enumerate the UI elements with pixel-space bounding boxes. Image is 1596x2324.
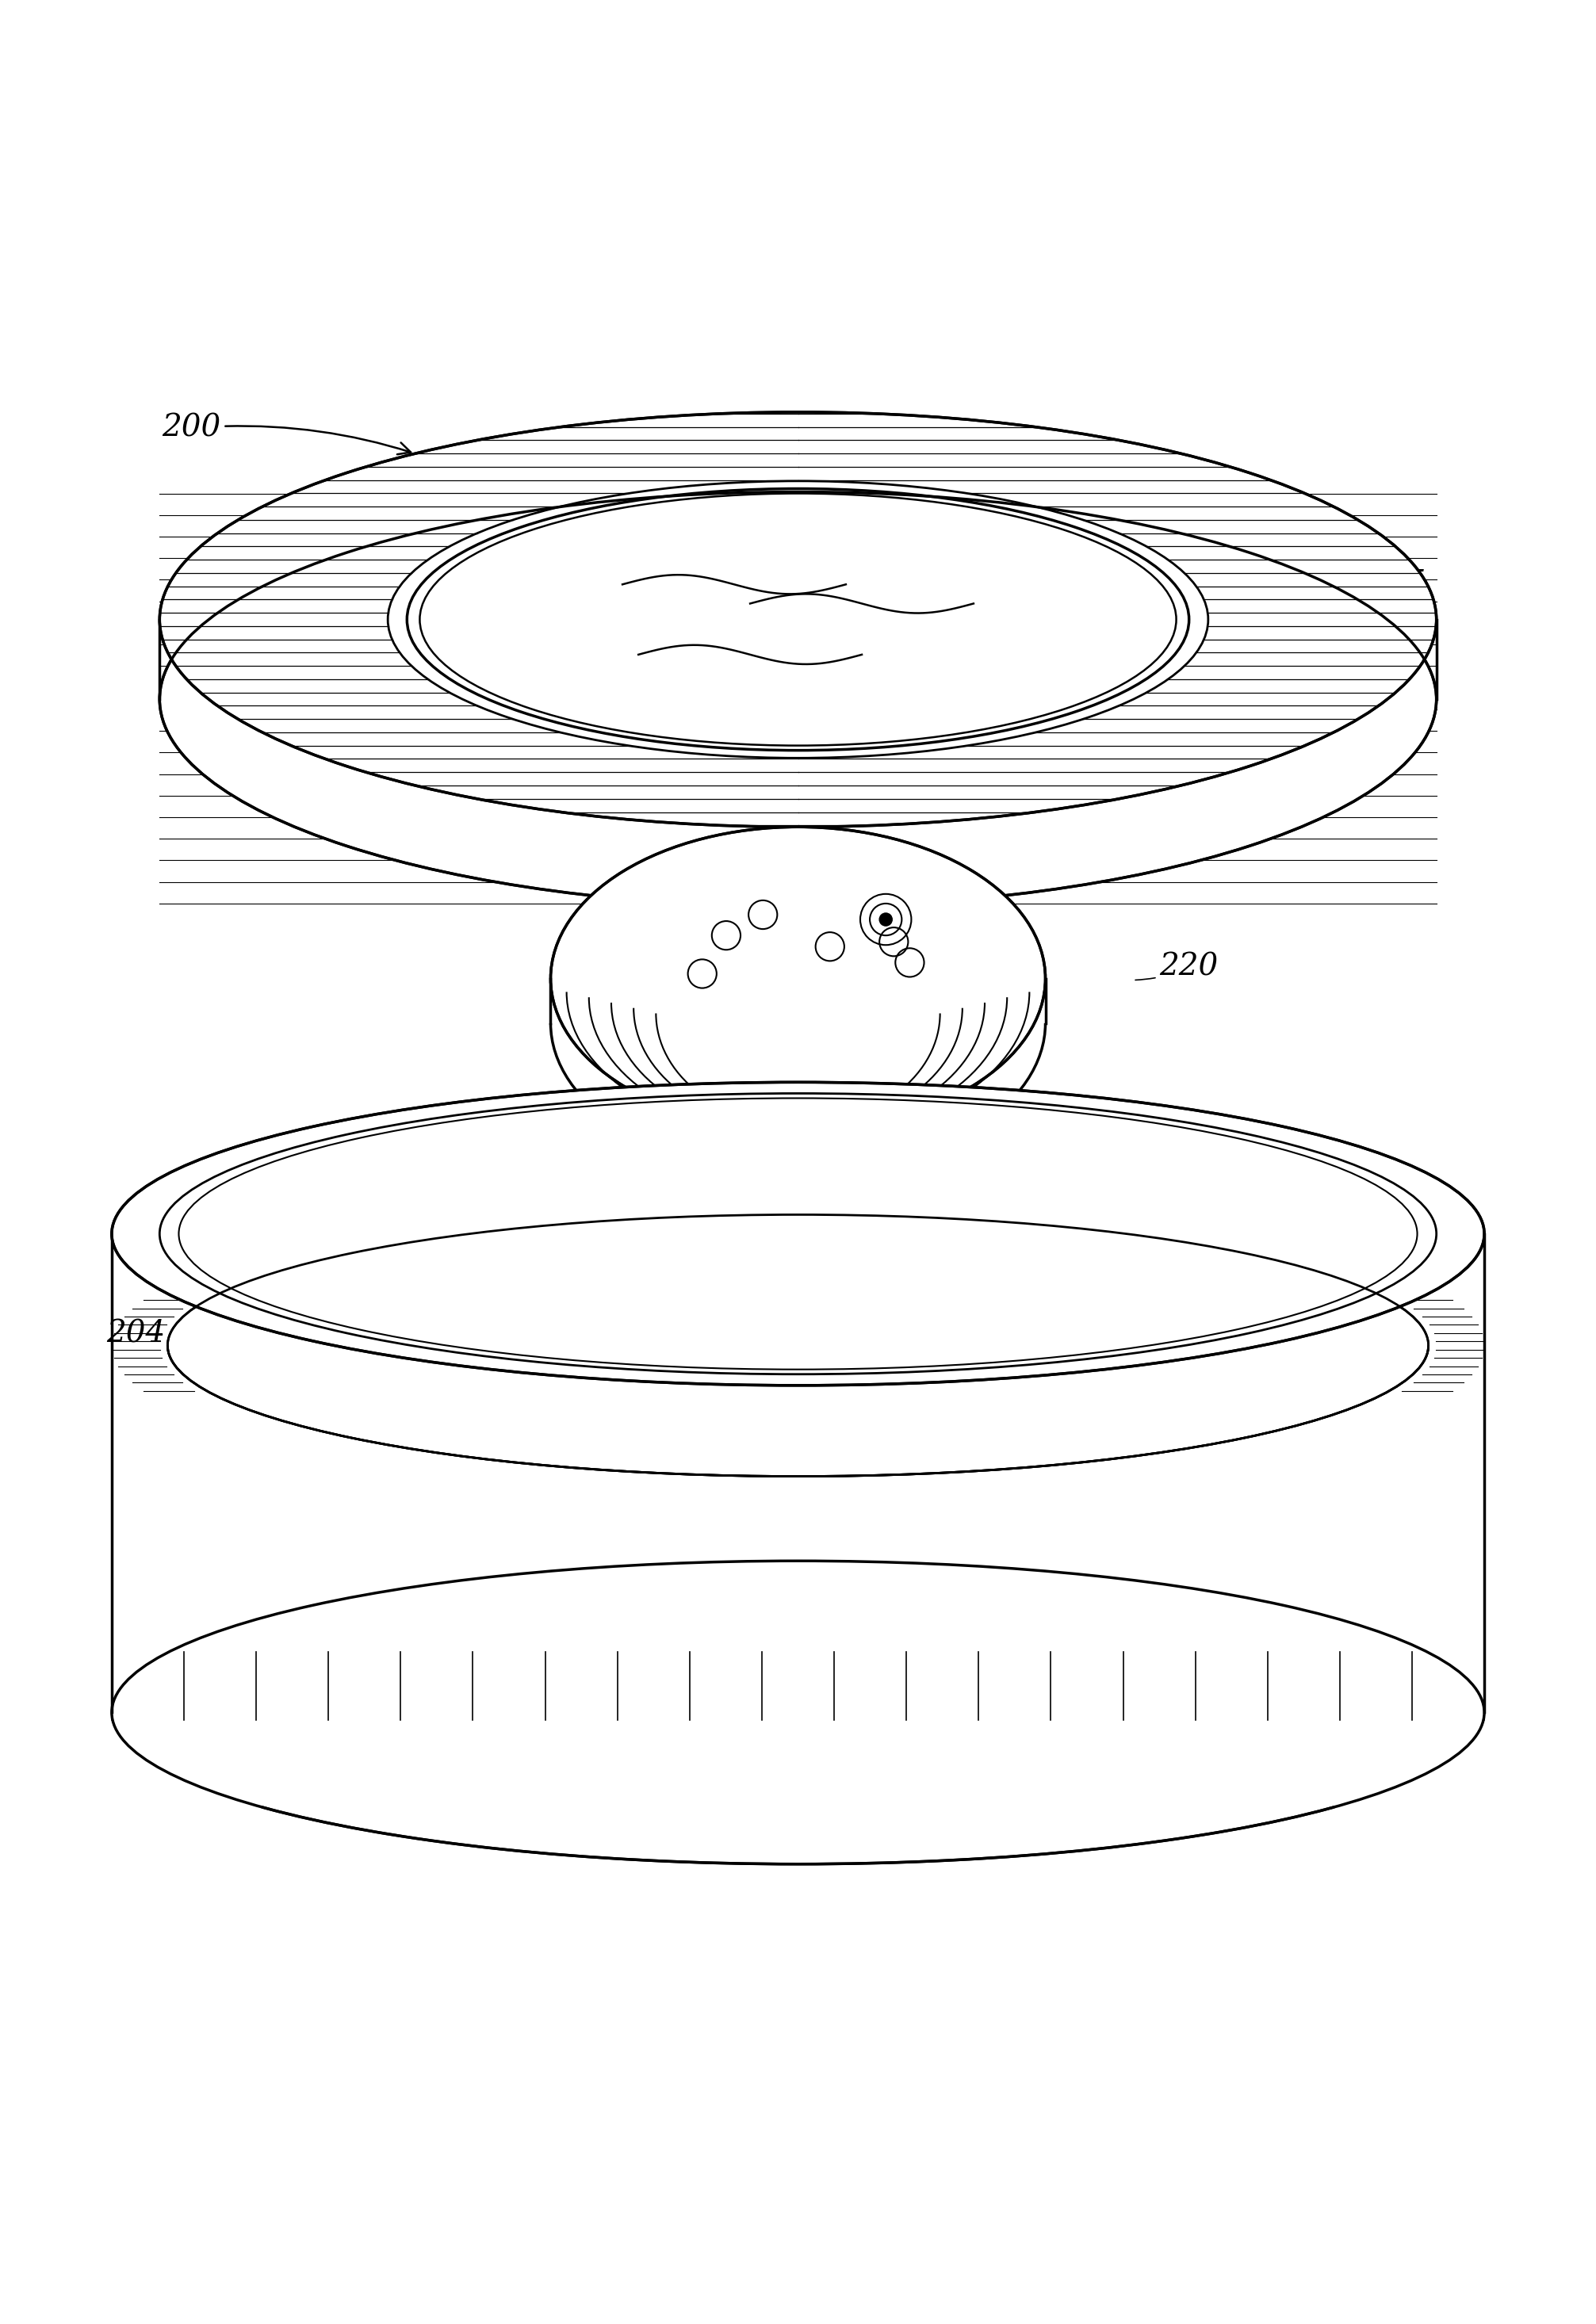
Text: 234: 234	[674, 874, 749, 904]
Text: 204: 204	[107, 1320, 174, 1353]
Text: 214: 214	[873, 581, 930, 611]
Text: 200: 200	[163, 414, 410, 456]
Text: 240: 240	[1318, 1199, 1377, 1234]
Text: 235: 235	[951, 960, 1026, 990]
Text: 244: 244	[721, 1306, 779, 1336]
Text: 245: 245	[921, 1320, 978, 1350]
Ellipse shape	[551, 827, 1045, 1129]
Ellipse shape	[112, 1083, 1484, 1385]
Text: 207: 207	[434, 569, 525, 600]
Circle shape	[847, 1292, 860, 1304]
Text: 234: 234	[830, 899, 891, 930]
Text: 202: 202	[267, 1264, 381, 1301]
Text: 214: 214	[832, 548, 899, 579]
Text: 234: 234	[674, 932, 734, 962]
Text: 220: 220	[1135, 953, 1218, 983]
Text: 208: 208	[466, 593, 573, 621]
Text: 203: 203	[267, 1143, 342, 1183]
Text: 244: 244	[562, 1283, 629, 1315]
Text: 205: 205	[1342, 569, 1425, 600]
Ellipse shape	[160, 493, 1436, 906]
Text: 205: 205	[1342, 621, 1425, 651]
Circle shape	[879, 913, 892, 925]
Ellipse shape	[112, 1562, 1484, 1864]
Text: 214: 214	[769, 609, 827, 637]
Ellipse shape	[168, 1215, 1428, 1476]
Ellipse shape	[160, 411, 1436, 827]
Text: 244: 244	[873, 1290, 930, 1320]
